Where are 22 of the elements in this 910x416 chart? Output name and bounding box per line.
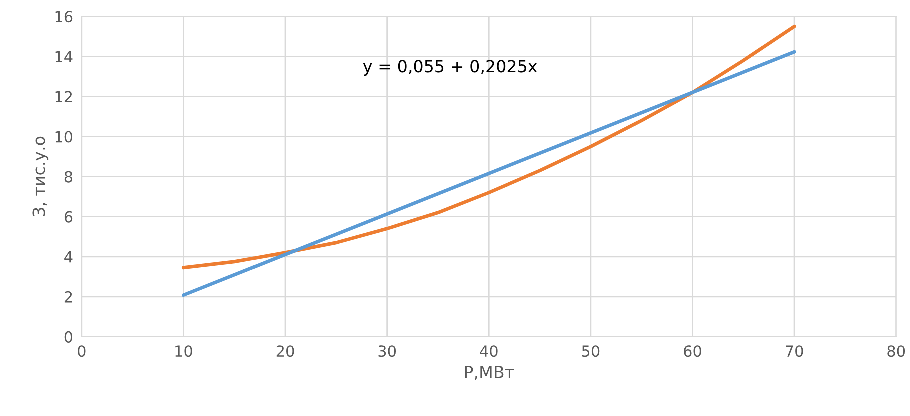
y-axis-title: З, тис.у.о — [32, 136, 49, 217]
x-tick-label: 40 — [480, 346, 498, 358]
y-tick-label: 6 — [64, 211, 73, 223]
y-tick-label: 10 — [56, 131, 73, 143]
y-tick-label: 2 — [64, 291, 72, 303]
x-tick-label: 0 — [78, 346, 86, 358]
line-series — [182, 24, 796, 270]
x-tick-label: 20 — [276, 346, 294, 358]
y-tick-label: 14 — [56, 51, 73, 62]
x-tick-label: 70 — [786, 346, 804, 358]
x-tick-label: 60 — [684, 346, 702, 358]
y-tick-label: 0 — [64, 331, 73, 343]
x-tick-label: 80 — [888, 346, 906, 358]
y-tick-label: 4 — [64, 252, 73, 263]
x-tick-label: 50 — [582, 346, 600, 358]
y-tick-label: 8 — [64, 171, 73, 183]
x-tick-label: 10 — [176, 346, 192, 358]
x-tick-label: 30 — [378, 346, 396, 358]
annotation: y = 0,055 + 0,2025x — [363, 60, 538, 76]
y-tick-label: 16 — [56, 11, 73, 23]
x-axis-title: P,МВт — [465, 366, 514, 380]
y-tick-label: 12 — [56, 91, 72, 103]
